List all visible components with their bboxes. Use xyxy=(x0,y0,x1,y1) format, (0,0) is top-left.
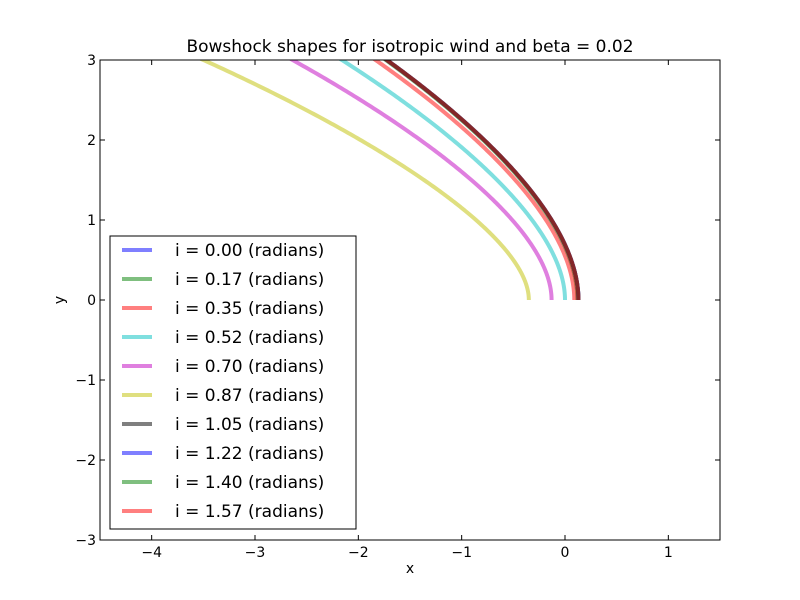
axis-ticks: −4 −3 −2 −1 0 1 −3 −2 −1 0 1 2 3 xyxy=(75,53,720,561)
legend-label: i = 1.57 (radians) xyxy=(175,502,324,522)
legend-label: i = 1.22 (radians) xyxy=(175,444,324,464)
legend: i = 0.00 (radians) i = 0.17 (radians) i = … xyxy=(109,235,357,530)
legend-label: i = 1.40 (radians) xyxy=(175,473,324,493)
x-tick-label: −2 xyxy=(348,545,369,561)
legend-label: i = 0.35 (radians) xyxy=(175,299,324,319)
x-tick-label: −4 xyxy=(141,545,162,561)
y-tick-label: 3 xyxy=(87,53,96,69)
x-tick-label: 0 xyxy=(561,545,570,561)
y-axis-label: y xyxy=(52,296,68,304)
legend-label: i = 1.05 (radians) xyxy=(175,415,324,435)
series-line xyxy=(338,60,567,301)
y-tick-label: −2 xyxy=(75,453,96,469)
series-line xyxy=(383,60,581,301)
legend-label: i = 0.52 (radians) xyxy=(175,328,324,348)
plot-curves xyxy=(198,60,581,302)
legend-label: i = 0.00 (radians) xyxy=(175,241,324,261)
y-tick-label: −1 xyxy=(75,373,96,389)
chart-title: Bowshock shapes for isotropic wind and b… xyxy=(186,37,633,57)
y-tick-label: 1 xyxy=(87,213,96,229)
y-tick-label: 2 xyxy=(87,133,96,149)
series-line xyxy=(372,60,577,301)
x-tick-label: 1 xyxy=(664,545,673,561)
legend-label: i = 0.70 (radians) xyxy=(175,357,324,377)
y-tick-label: 0 xyxy=(87,293,96,309)
series-line xyxy=(288,60,554,301)
x-tick-label: −1 xyxy=(451,545,472,561)
x-tick-label: −3 xyxy=(245,545,266,561)
legend-label: i = 0.17 (radians) xyxy=(175,270,324,290)
series-line xyxy=(198,60,531,302)
y-tick-label: −3 xyxy=(75,533,96,549)
legend-label: i = 0.87 (radians) xyxy=(175,386,324,406)
x-axis-label: x xyxy=(406,561,414,577)
